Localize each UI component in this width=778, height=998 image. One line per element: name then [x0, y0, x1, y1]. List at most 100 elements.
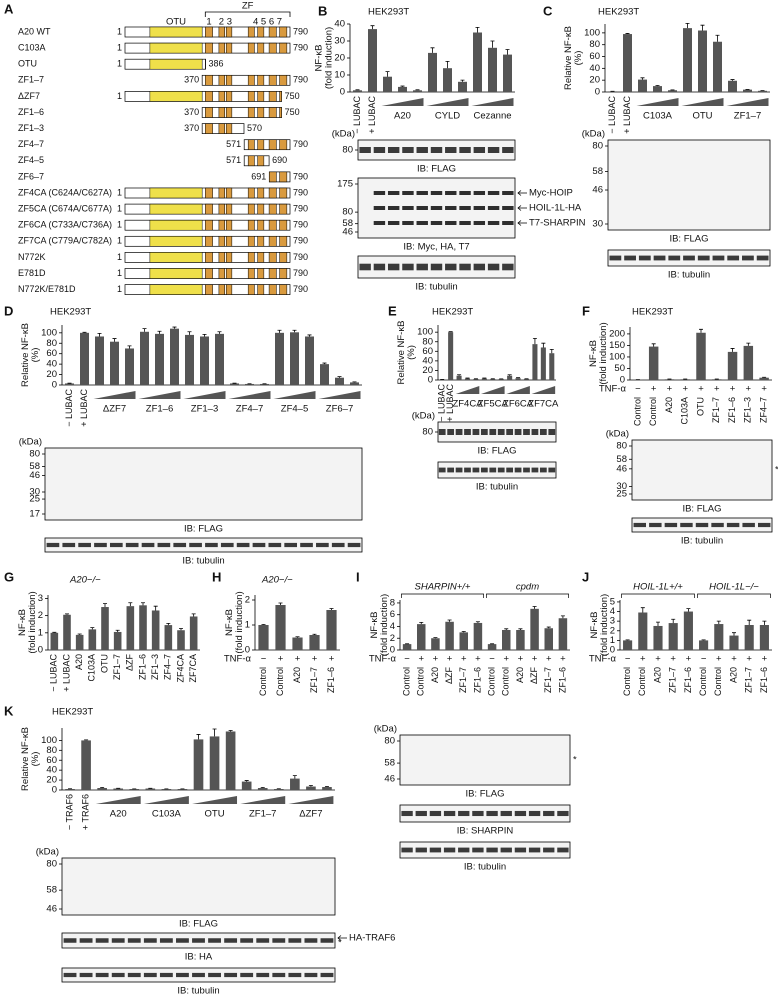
- treatment-sign: +: [731, 654, 737, 665]
- panel-title: HEK293T: [632, 307, 673, 318]
- bar: [177, 789, 188, 790]
- y-axis-label: (%): [30, 752, 41, 767]
- x-tick-label: − LUBAC: [64, 389, 74, 427]
- group-label: ZF7CA: [528, 399, 559, 410]
- blot-band: [373, 263, 386, 271]
- bar: [155, 333, 164, 385]
- construct-name: E781D: [18, 268, 46, 278]
- blot-band: [500, 810, 512, 817]
- blot-band: [487, 206, 500, 210]
- y-tick-label: 60: [46, 348, 57, 359]
- dose-triangle: [480, 386, 505, 394]
- marker-label: 17: [29, 509, 40, 520]
- blot-band: [401, 810, 413, 817]
- treatment-sign: +: [518, 654, 524, 665]
- x-tick-label: A20: [652, 667, 662, 683]
- panel-label: C: [543, 3, 553, 18]
- error-bar: [685, 23, 690, 29]
- y-tick-label: 3: [38, 593, 43, 604]
- group-label: ZF5CA: [478, 399, 509, 410]
- construct-start: 1: [117, 236, 122, 246]
- error-bar: [475, 621, 480, 623]
- treatment-sign: −: [404, 654, 410, 665]
- blot-band: [402, 221, 414, 225]
- zf-domain: [257, 187, 265, 199]
- blot-unit: (kDa): [374, 724, 397, 735]
- bar: [292, 637, 303, 650]
- y-tick-label: 60: [46, 755, 57, 766]
- bar: [290, 778, 300, 790]
- error-bar: [352, 381, 357, 383]
- bar: [110, 341, 119, 385]
- bar: [759, 625, 769, 650]
- error-bar: [307, 334, 312, 337]
- bar: [65, 383, 74, 385]
- x-tick-label: ZF1–7: [668, 667, 678, 693]
- panel-title: HEK293T: [368, 7, 409, 18]
- x-tick-label: − LUBAC: [352, 96, 362, 134]
- blot-band: [455, 429, 463, 435]
- marker-label: 175: [337, 179, 353, 190]
- blot-band: [506, 467, 514, 473]
- zf-domain: [225, 42, 233, 54]
- construct-start: 1: [117, 284, 122, 294]
- bar: [696, 332, 706, 380]
- y-tick-label: 100: [41, 735, 57, 746]
- dose-triangle: [240, 796, 286, 804]
- zf-domain: [205, 75, 213, 86]
- blot-band: [633, 522, 646, 528]
- blot-band: [459, 206, 471, 210]
- blot-band: [111, 972, 125, 978]
- blot-band: [711, 522, 724, 528]
- blot-band: [402, 263, 414, 271]
- blot-band: [472, 467, 480, 473]
- bar: [744, 625, 754, 650]
- treatment-sign: +: [746, 384, 752, 395]
- error-bar: [329, 608, 334, 610]
- bar: [516, 630, 525, 650]
- annotation-arrow: [517, 220, 527, 226]
- zf-number: 2 3: [219, 17, 232, 28]
- bar: [126, 606, 135, 650]
- error-bar: [97, 332, 102, 337]
- blot-band: [416, 263, 428, 271]
- error-bar: [277, 329, 282, 333]
- error-bar: [460, 79, 465, 82]
- blot-annotation: *: [573, 755, 577, 766]
- error-bar: [196, 734, 201, 740]
- x-tick-label: Control: [698, 667, 708, 696]
- zf-domain: [257, 91, 265, 102]
- blot-band: [502, 263, 514, 271]
- y-tick-label: 200: [609, 328, 625, 339]
- construct-start: 370: [184, 123, 199, 133]
- bar: [398, 86, 407, 92]
- y-tick-label: 10: [334, 70, 345, 81]
- blot-band: [373, 206, 386, 210]
- blot-band: [189, 542, 202, 548]
- x-tick-label: A20: [728, 667, 738, 683]
- blot-band: [531, 429, 539, 435]
- blot-caption: IB: FLAG: [417, 164, 456, 175]
- construct-end: 750: [285, 107, 300, 117]
- blot-band: [480, 467, 488, 473]
- error-bar: [730, 348, 735, 352]
- zf-domain: [279, 75, 288, 86]
- blot-caption: IB: FLAG: [465, 789, 504, 800]
- zf-domain: [268, 42, 277, 54]
- blot-band: [320, 972, 334, 978]
- blot-band: [528, 847, 541, 853]
- blot-band: [373, 191, 386, 195]
- blot-band: [176, 972, 189, 978]
- marker-label: 80: [616, 441, 627, 452]
- y-tick-label: 40: [422, 355, 433, 366]
- bar: [88, 629, 97, 650]
- bar: [648, 346, 659, 380]
- treatment-sign: +: [761, 384, 767, 395]
- group-label: C103A: [643, 111, 673, 122]
- construct-start: 571: [226, 139, 241, 149]
- blot-band: [664, 522, 678, 528]
- otu-domain: [149, 26, 203, 38]
- bar: [80, 332, 89, 385]
- bar: [320, 364, 329, 385]
- zf-domain: [269, 171, 277, 183]
